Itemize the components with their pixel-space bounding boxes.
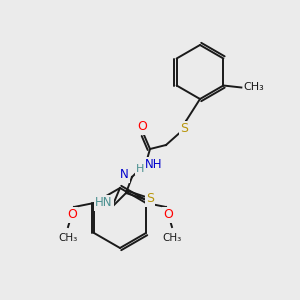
Text: O: O [67,208,77,221]
Text: S: S [180,122,188,136]
Text: N: N [120,169,128,182]
Text: CH₃: CH₃ [162,233,182,243]
Text: O: O [163,208,173,221]
Text: S: S [146,193,154,206]
Text: NH: NH [145,158,163,172]
Text: CH₃: CH₃ [243,82,264,92]
Text: CH₃: CH₃ [58,233,78,243]
Text: H: H [136,164,144,174]
Text: HN: HN [95,196,113,209]
Text: O: O [137,121,147,134]
